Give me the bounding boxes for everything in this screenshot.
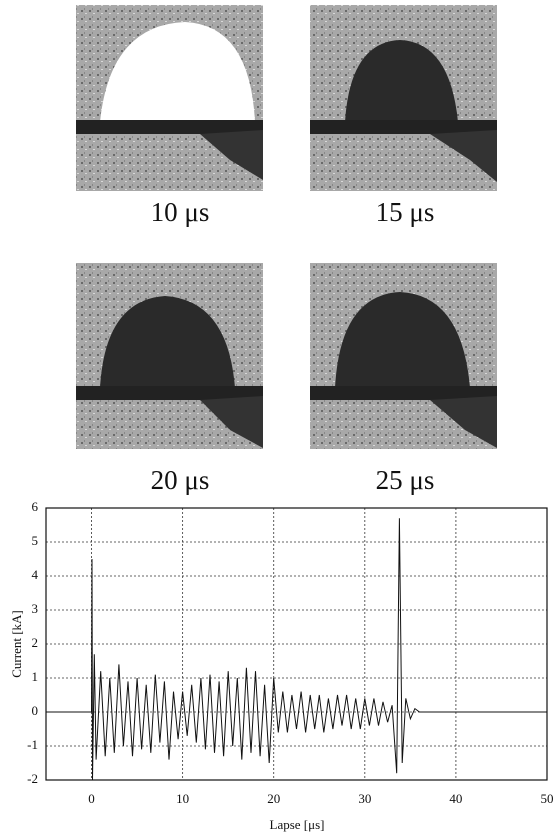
y-tick-label: 1: [32, 669, 39, 684]
y-tick-label: 6: [32, 499, 39, 514]
image-panel: [310, 263, 497, 449]
x-tick-label: 30: [358, 791, 371, 806]
y-tick-label: -1: [27, 737, 38, 752]
x-tick-label: 20: [267, 791, 280, 806]
x-tick-label: 50: [541, 791, 553, 806]
x-tick-label: 10: [176, 791, 189, 806]
y-tick-label: 3: [32, 601, 39, 616]
panel-label: 20 μs: [151, 465, 210, 495]
panel-label: 15 μs: [376, 197, 435, 227]
x-tick-label: 0: [88, 791, 95, 806]
data-line: [46, 518, 547, 781]
plot-frame: [45, 507, 548, 781]
y-tick-label: 4: [32, 567, 39, 582]
panel-label: 10 μs: [151, 197, 210, 227]
image-panel: [310, 5, 497, 191]
image-panel: [76, 5, 263, 191]
panel-label: 25 μs: [376, 465, 435, 495]
y-tick-label: 5: [32, 533, 39, 548]
y-tick-label: 2: [32, 635, 39, 650]
x-axis-label: Lapse [μs]: [270, 817, 325, 832]
x-tick-label: 40: [449, 791, 462, 806]
y-tick-label: -2: [27, 771, 38, 786]
y-tick-label: 0: [32, 703, 39, 718]
image-panel: [76, 263, 263, 449]
y-axis-label: Current [kA]: [9, 610, 24, 678]
